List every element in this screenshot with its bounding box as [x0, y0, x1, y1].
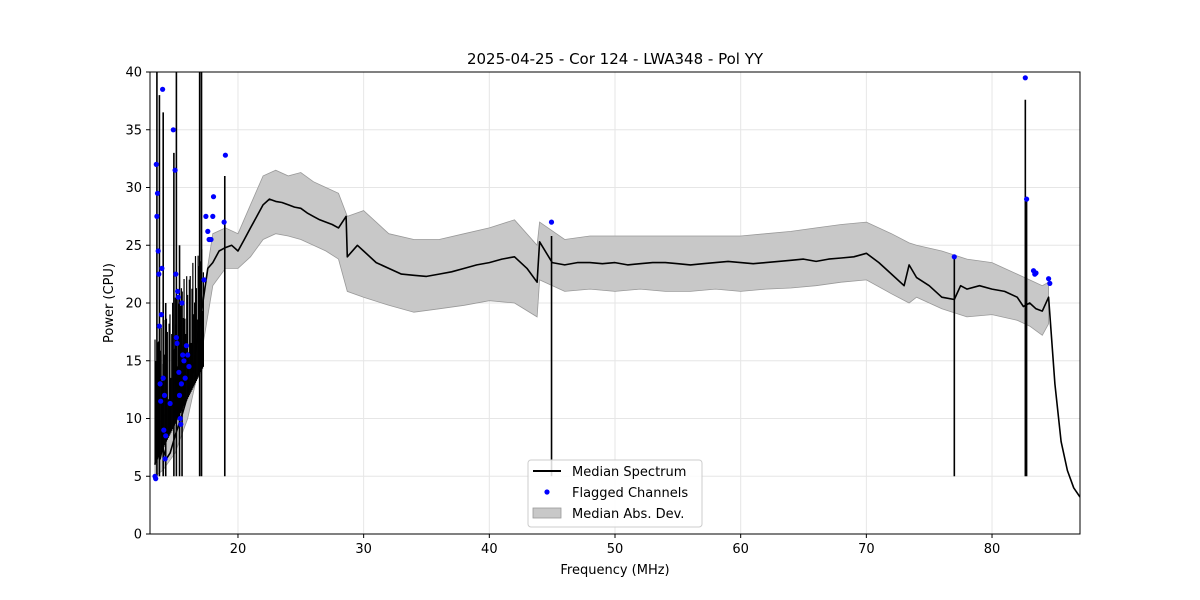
y-tick-label: 0 [134, 528, 142, 543]
y-tick-label: 35 [125, 123, 142, 138]
x-tick-label: 80 [984, 542, 1001, 557]
flagged-channel-point [156, 323, 162, 329]
flagged-channel-point [172, 167, 178, 173]
flagged-channel-point [155, 248, 161, 254]
flagged-channel-point [182, 375, 188, 381]
flagged-channel-point [158, 398, 164, 404]
flagged-channel-point [180, 352, 186, 358]
flagged-channel-point [1024, 196, 1030, 202]
flagged-channel-point [177, 415, 183, 422]
x-tick-label: 70 [858, 542, 875, 557]
flagged-channel-point [951, 254, 957, 260]
x-axis-ticks: 20 30 40 50 60 70 80 [230, 534, 1001, 557]
flagged-channel-point [1022, 75, 1028, 81]
flagged-channel-point [156, 271, 162, 277]
y-tick-label: 30 [125, 181, 142, 196]
chart-title: 2025-04-25 - Cor 124 - LWA348 - Pol YY [467, 50, 764, 68]
flagged-channel-point [1046, 276, 1052, 282]
flagged-channel-point [222, 152, 228, 158]
x-tick-label: 30 [355, 542, 372, 557]
flagged-channel-point [175, 288, 181, 294]
x-axis-label: Frequency (MHz) [560, 563, 669, 578]
flagged-channel-point [548, 219, 555, 225]
flagged-channel-point [178, 381, 184, 387]
flagged-channel-point [183, 343, 189, 349]
y-axis-label: Power (CPU) [102, 263, 117, 343]
flagged-channel-point [1033, 270, 1039, 276]
median-spectrum-layer [154, 72, 1080, 498]
y-tick-label: 25 [125, 239, 142, 254]
flagged-channel-point [158, 312, 164, 318]
flagged-channel-point [159, 265, 165, 271]
flagged-channel-point [186, 363, 192, 370]
flagged-channel-point [174, 340, 180, 346]
flagged-channel-point [160, 86, 166, 92]
legend-mad-patch [532, 507, 562, 519]
flagged-channel-point [153, 161, 159, 167]
legend-label-flagged: Flagged Channels [572, 486, 688, 501]
flagged-channel-point [208, 236, 214, 243]
flagged-channel-point [160, 375, 166, 381]
flagged-channel-point [176, 392, 183, 398]
legend-label-median: Median Spectrum [572, 465, 686, 480]
flagged-channel-point [161, 392, 168, 398]
flagged-channel-point [173, 271, 179, 277]
x-tick-label: 40 [481, 542, 498, 557]
flagged-channel-point [205, 228, 211, 234]
flagged-channel-point [185, 352, 191, 358]
flagged-channel-point [210, 194, 217, 200]
flagged-channel-point [157, 381, 163, 387]
flagged-channel-point [170, 127, 176, 133]
flagged-channel-point [221, 219, 227, 225]
x-tick-label: 50 [607, 542, 624, 557]
flagged-channel-point [162, 456, 168, 462]
y-tick-label: 5 [134, 470, 142, 485]
flagged-channel-point [203, 213, 209, 219]
legend-label-mad: Median Abs. Dev. [572, 507, 684, 522]
flagged-channel-point [154, 190, 161, 196]
flagged-channel-point [181, 358, 187, 364]
legend-flagged-marker [544, 489, 550, 495]
legend: Median Spectrum Flagged Channels Median … [527, 459, 703, 528]
flagged-channel-point [210, 213, 216, 219]
y-axis-ticks: 0 5 10 15 20 25 30 35 40 [125, 66, 150, 543]
flagged-channel-point [173, 335, 179, 341]
legend-box [527, 459, 703, 528]
flagged-channel-point [161, 427, 167, 433]
y-tick-label: 40 [125, 66, 142, 81]
flagged-channel-point [201, 277, 207, 283]
flagged-channel-point [176, 369, 182, 375]
flagged-channel-point [175, 294, 181, 300]
flagged-channel-point [1047, 280, 1053, 286]
median-spectrum-line [154, 198, 1080, 498]
x-tick-label: 60 [732, 542, 749, 557]
y-tick-label: 15 [125, 354, 142, 369]
y-tick-label: 10 [125, 412, 142, 427]
flagged-channels-layer [152, 75, 1053, 482]
mad-band [154, 169, 1049, 478]
flagged-channel-point [167, 400, 173, 407]
flagged-channel-point [179, 300, 185, 306]
flagged-channel-point [153, 476, 159, 482]
flagged-channel-point [163, 433, 169, 439]
x-tick-label: 20 [230, 542, 247, 557]
flagged-channel-point [178, 421, 184, 427]
flagged-channel-point [154, 213, 160, 219]
y-tick-label: 20 [125, 297, 142, 312]
mad-band-layer [154, 169, 1049, 478]
